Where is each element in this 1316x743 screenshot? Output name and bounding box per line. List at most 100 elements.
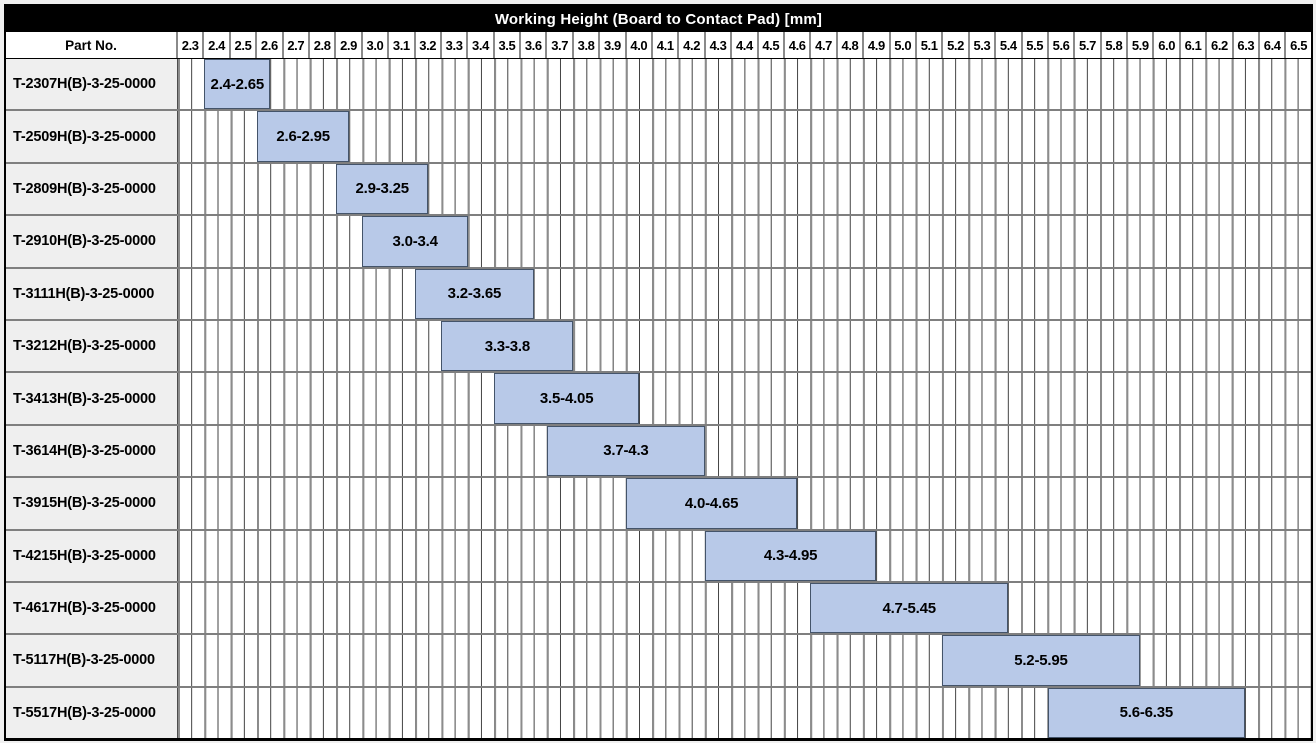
range-track: 2.9-3.25 (178, 163, 1311, 215)
axis-tick-5.2: 5.2 (941, 32, 967, 58)
axis-tick-5.9: 5.9 (1126, 32, 1152, 58)
part-row: T-3212H(B)-3-25-0000 3.3-3.8 (6, 320, 1311, 374)
axis-tick-3.0: 3.0 (360, 32, 387, 58)
part-row: T-3111H(B)-3-25-0000 3.2-3.65 (6, 268, 1311, 321)
part-row: T-3614H(B)-3-25-0000 3.7-4.3 (6, 425, 1311, 479)
range-track: 3.3-3.8 (178, 320, 1311, 372)
axis-tick-3.9: 3.9 (598, 32, 624, 58)
range-bar: 3.7-4.3 (546, 425, 705, 477)
range-bar: 3.5-4.05 (494, 373, 640, 424)
axis-tick-4.5: 4.5 (756, 32, 783, 58)
axis-tick-3.7: 3.7 (545, 32, 571, 58)
range-track: 4.3-4.95 (178, 530, 1311, 581)
range-bar: 3.2-3.65 (415, 268, 534, 319)
axis-tick-5.3: 5.3 (967, 32, 994, 58)
part-no-cell: T-4215H(B)-3-25-0000 (6, 530, 178, 581)
part-no-cell: T-2910H(B)-3-25-0000 (6, 216, 178, 267)
axis-tick-4.7: 4.7 (809, 32, 835, 58)
range-track: 4.7-5.45 (178, 582, 1311, 634)
axis-tick-3.6: 3.6 (519, 32, 545, 58)
axis-tick-5.1: 5.1 (914, 32, 941, 58)
axis-tick-4.9: 4.9 (862, 32, 888, 58)
part-no-cell: T-3413H(B)-3-25-0000 (6, 373, 178, 424)
axis-tick-4.6: 4.6 (782, 32, 809, 58)
part-row: T-2307H(B)-3-25-0000 2.4-2.65 (6, 59, 1311, 112)
part-no-column-header: Part No. (6, 32, 178, 58)
range-track: 5.2-5.95 (178, 635, 1311, 686)
axis-tick-3.2: 3.2 (413, 32, 440, 58)
range-bar: 2.4-2.65 (204, 59, 271, 110)
axis-ticks: 2.3 2.4 2.5 2.6 2.7 2.8 2.9 3.0 3.1 3.2 3.3 3.4 3.5 3… (178, 32, 1311, 58)
part-no-cell: T-2307H(B)-3-25-0000 (6, 59, 178, 110)
part-row: T-2910H(B)-3-25-0000 3.0-3.4 (6, 216, 1311, 269)
axis-tick-6.3: 6.3 (1231, 32, 1258, 58)
range-bar: 3.3-3.8 (441, 320, 574, 372)
axis-tick-5.8: 5.8 (1099, 32, 1126, 58)
axis-tick-5.0: 5.0 (888, 32, 915, 58)
range-bar: 5.2-5.95 (942, 635, 1140, 686)
part-no-cell: T-3212H(B)-3-25-0000 (6, 320, 178, 372)
axis-tick-4.4: 4.4 (730, 32, 756, 58)
part-no-cell: T-5517H(B)-3-25-0000 (6, 687, 178, 739)
part-no-cell: T-3915H(B)-3-25-0000 (6, 478, 178, 529)
part-no-cell: T-3111H(B)-3-25-0000 (6, 268, 178, 319)
axis-tick-2.7: 2.7 (281, 32, 308, 58)
axis-tick-6.5: 6.5 (1284, 32, 1310, 58)
chart-header-row: Part No. 2.3 2.4 2.5 2.6 2.7 2.8 2.9 3.0 3.1 3.2 3… (6, 32, 1311, 59)
range-bar: 3.0-3.4 (362, 216, 468, 267)
axis-tick-4.0: 4.0 (624, 32, 651, 58)
axis-tick-2.9: 2.9 (334, 32, 360, 58)
part-row: T-3413H(B)-3-25-0000 3.5-4.05 (6, 373, 1311, 426)
part-row: T-4617H(B)-3-25-0000 4.7-5.45 (6, 582, 1311, 636)
axis-tick-6.2: 6.2 (1205, 32, 1231, 58)
part-row: T-5117H(B)-3-25-0000 5.2-5.95 (6, 635, 1311, 688)
axis-tick-2.4: 2.4 (202, 32, 228, 58)
range-bar: 2.9-3.25 (336, 163, 429, 215)
part-no-cell: T-3614H(B)-3-25-0000 (6, 425, 178, 477)
part-row: T-2809H(B)-3-25-0000 2.9-3.25 (6, 163, 1311, 217)
chart-table-frame: Working Height (Board to Contact Pad) [m… (4, 4, 1313, 741)
range-track: 3.0-3.4 (178, 216, 1311, 267)
range-track: 3.7-4.3 (178, 425, 1311, 477)
axis-tick-2.5: 2.5 (228, 32, 255, 58)
part-row: T-3915H(B)-3-25-0000 4.0-4.65 (6, 478, 1311, 531)
axis-tick-3.3: 3.3 (439, 32, 466, 58)
axis-tick-2.8: 2.8 (307, 32, 334, 58)
axis-tick-6.4: 6.4 (1258, 32, 1284, 58)
range-track: 2.6-2.95 (178, 111, 1311, 162)
axis-tick-5.5: 5.5 (1020, 32, 1047, 58)
part-no-cell: T-5117H(B)-3-25-0000 (6, 635, 178, 686)
part-row: T-5517H(B)-3-25-0000 5.6-6.35 (6, 687, 1311, 739)
axis-tick-6.0: 6.0 (1152, 32, 1178, 58)
chart-rows: T-2307H(B)-3-25-0000 2.4-2.65 T-2509H(B)-3… (6, 59, 1311, 739)
axis-tick-4.8: 4.8 (835, 32, 862, 58)
axis-tick-3.5: 3.5 (492, 32, 519, 58)
axis-tick-2.6: 2.6 (255, 32, 281, 58)
part-no-cell: T-4617H(B)-3-25-0000 (6, 582, 178, 634)
range-bar: 4.3-4.95 (704, 530, 877, 581)
axis-tick-4.2: 4.2 (677, 32, 703, 58)
part-no-cell: T-2809H(B)-3-25-0000 (6, 163, 178, 215)
range-bar: 4.0-4.65 (625, 478, 798, 529)
part-row: T-2509H(B)-3-25-0000 2.6-2.95 (6, 111, 1311, 164)
chart-title-bar: Working Height (Board to Contact Pad) [m… (6, 6, 1311, 32)
axis-tick-3.8: 3.8 (571, 32, 598, 58)
range-track: 2.4-2.65 (178, 59, 1311, 110)
axis-tick-5.7: 5.7 (1073, 32, 1099, 58)
axis-tick-5.4: 5.4 (994, 32, 1020, 58)
axis-tick-3.1: 3.1 (387, 32, 413, 58)
part-row: T-4215H(B)-3-25-0000 4.3-4.95 (6, 530, 1311, 583)
part-no-cell: T-2509H(B)-3-25-0000 (6, 111, 178, 162)
axis-tick-4.1: 4.1 (651, 32, 677, 58)
range-track: 3.2-3.65 (178, 268, 1311, 319)
axis-tick-2.3: 2.3 (181, 37, 199, 53)
range-track: 3.5-4.05 (178, 373, 1311, 424)
range-bar: 5.6-6.35 (1047, 687, 1246, 739)
range-track: 5.6-6.35 (178, 687, 1311, 739)
axis-tick-4.3: 4.3 (703, 32, 730, 58)
axis-tick-5.6: 5.6 (1046, 32, 1073, 58)
range-bar: 2.6-2.95 (257, 111, 350, 162)
range-track: 4.0-4.65 (178, 478, 1311, 529)
range-bar: 4.7-5.45 (810, 582, 1008, 634)
